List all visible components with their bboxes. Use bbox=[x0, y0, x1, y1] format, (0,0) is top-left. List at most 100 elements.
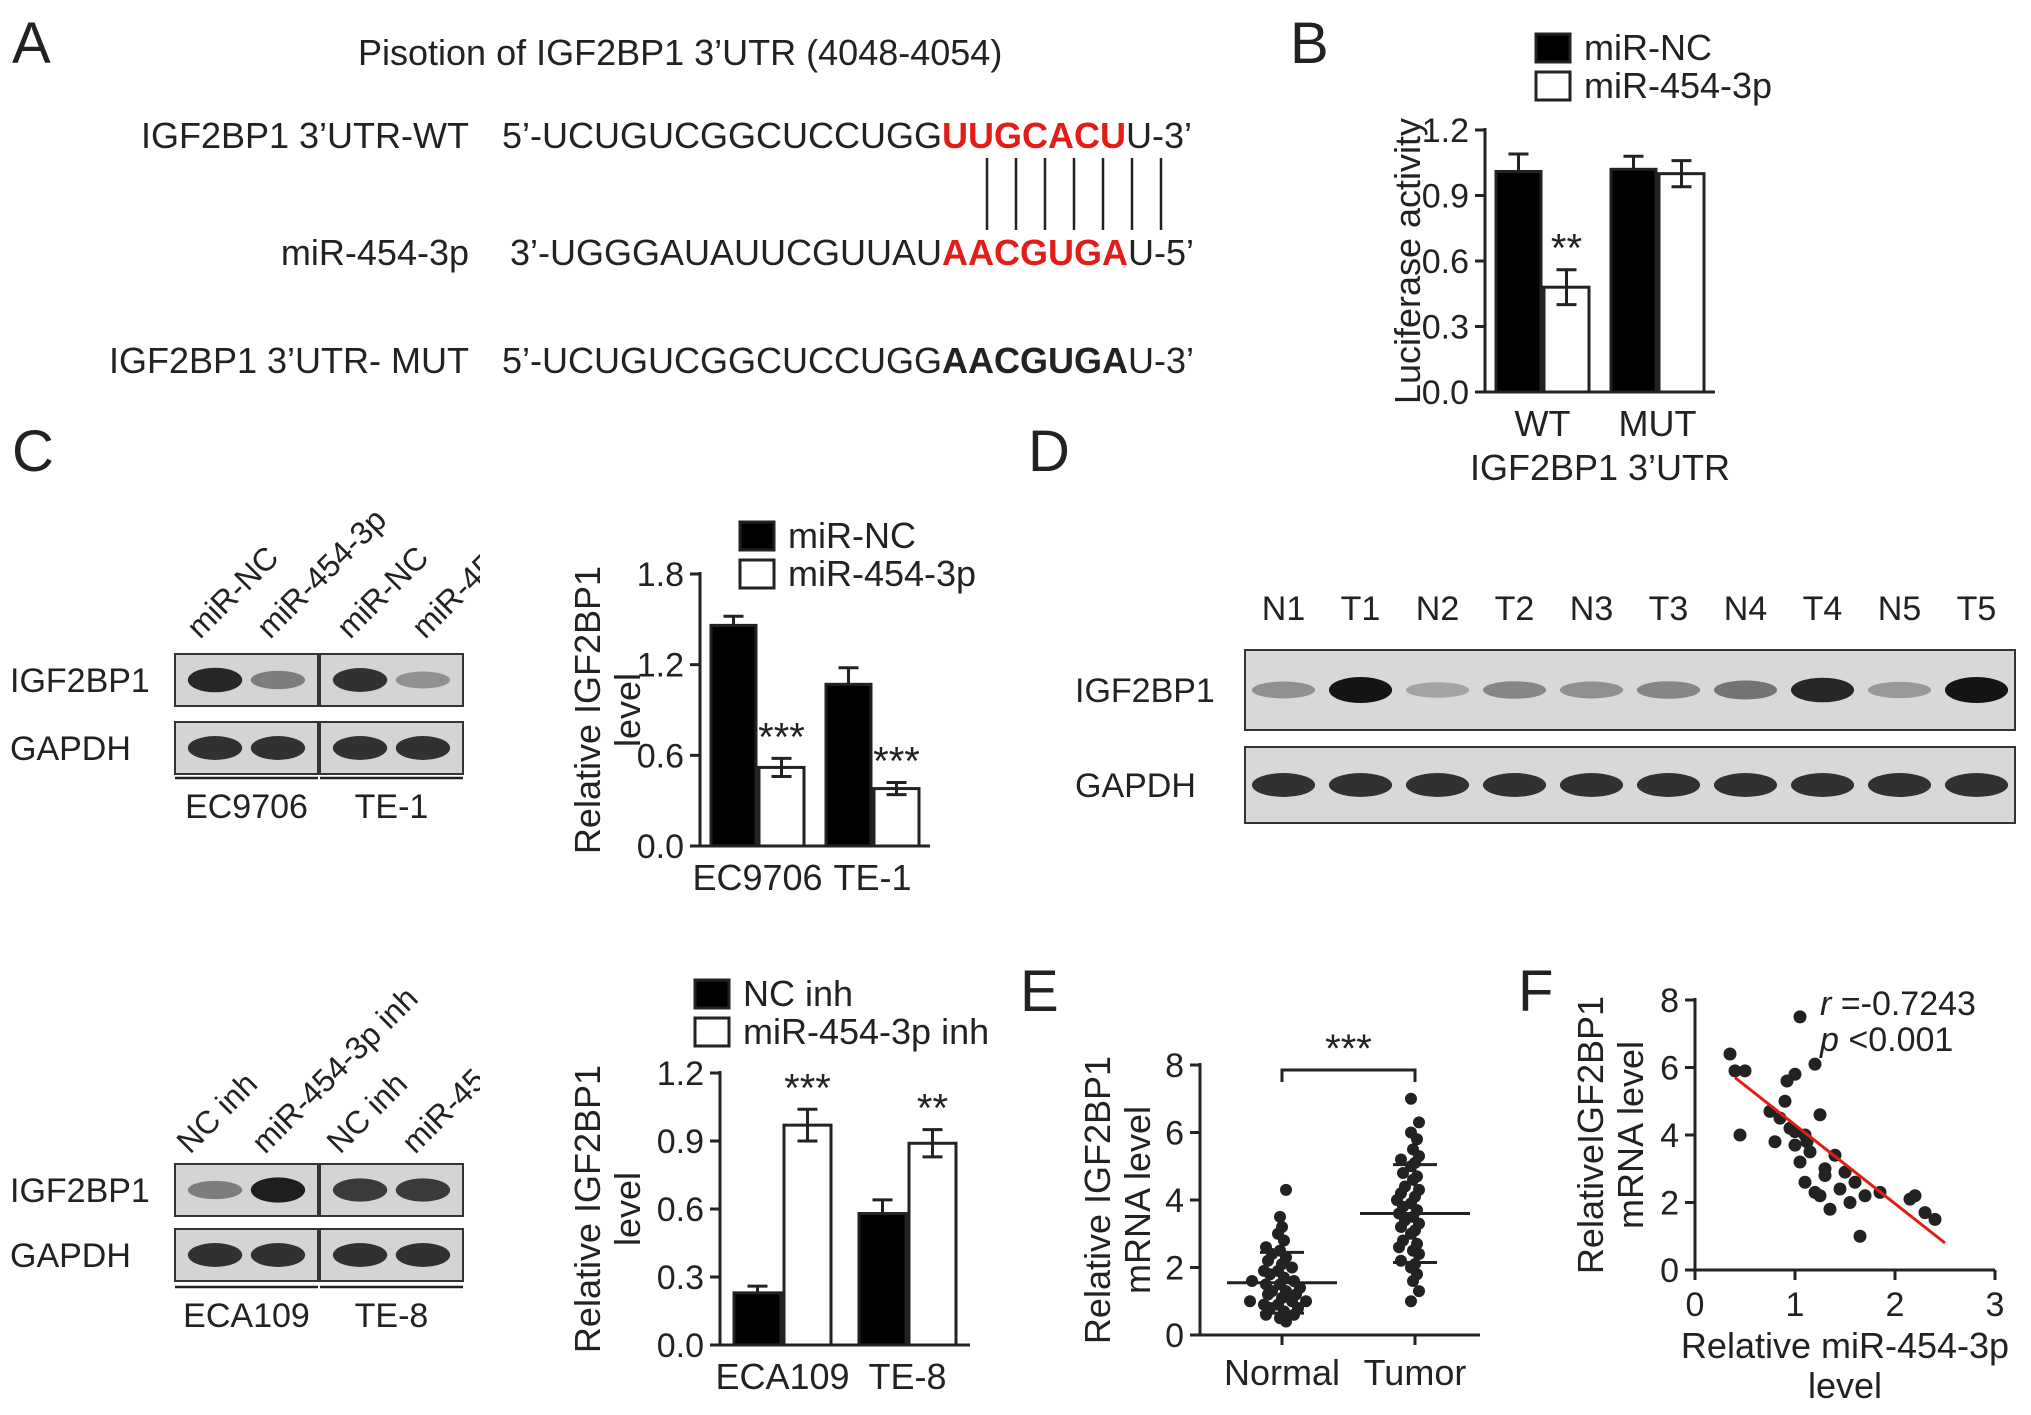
legend-swatch bbox=[1534, 32, 1572, 64]
data-point bbox=[1793, 1155, 1807, 1169]
data-point bbox=[1848, 1175, 1862, 1189]
data-point bbox=[1853, 1229, 1867, 1243]
data-point bbox=[1399, 1180, 1411, 1193]
seq-label-wt: IGF2BP1 3’UTR-WT bbox=[140, 115, 469, 156]
lane-label: T5 bbox=[1957, 590, 1997, 628]
data-point bbox=[1723, 1047, 1737, 1061]
data-point bbox=[1395, 1254, 1407, 1267]
legend-swatch bbox=[738, 558, 776, 590]
panel-label-d: D bbox=[1028, 419, 1070, 484]
data-point bbox=[1397, 1234, 1409, 1247]
seq-wt: 5’-UCUGUCGGCUCCUGGUUGCACUU-3’ bbox=[502, 115, 1192, 157]
bar-NC inh bbox=[857, 1212, 908, 1347]
y-tick-label: 0.0 bbox=[1422, 374, 1469, 412]
chart-c-top-relative-level: 0.0 0.6 1.2 1.8 *** EC9706 *** TE-1 Relative IGF… bbox=[567, 515, 976, 898]
y-tick-label: 1.2 bbox=[657, 1055, 704, 1093]
significance-stars: ** bbox=[1551, 227, 1582, 271]
cell-line-label: TE-1 bbox=[355, 788, 429, 826]
x-tick-label: 1 bbox=[1786, 1286, 1805, 1324]
blot-band bbox=[395, 736, 451, 760]
lane-label: N2 bbox=[1416, 590, 1459, 628]
legend-label: miR-454-3p bbox=[788, 553, 976, 594]
blot-band bbox=[395, 671, 451, 689]
seq-wt-site: UUGCACU bbox=[942, 115, 1126, 156]
data-point bbox=[1833, 1182, 1847, 1196]
x-axis-label: level bbox=[1808, 1365, 1882, 1406]
data-point bbox=[1768, 1135, 1782, 1149]
blot-band bbox=[250, 1243, 306, 1267]
x-axis-label: Relative miR-454-3p bbox=[1681, 1325, 2009, 1366]
data-point bbox=[1413, 1116, 1425, 1129]
data-point bbox=[1728, 1064, 1742, 1078]
lane-label: N1 bbox=[1262, 590, 1305, 628]
data-point bbox=[1405, 1126, 1417, 1139]
data-point bbox=[1286, 1261, 1298, 1274]
bar-miR-NC bbox=[824, 682, 873, 848]
blot-row-label: GAPDH bbox=[10, 1237, 131, 1275]
chart-c-bottom-relative-level: 0.0 0.3 0.6 0.9 1.2 *** ECA109 ** TE-8 Relative I… bbox=[567, 973, 989, 1397]
data-point bbox=[1918, 1206, 1932, 1220]
panel-label-e: E bbox=[1020, 959, 1059, 1024]
blot-band bbox=[1713, 680, 1778, 700]
lane-label: NC inh bbox=[169, 1065, 264, 1160]
blot-band bbox=[1713, 773, 1778, 797]
y-tick-label: 4 bbox=[1165, 1182, 1184, 1220]
data-point bbox=[1280, 1183, 1292, 1196]
bar-miR-454-3p inh bbox=[782, 1123, 833, 1347]
x-tick-label: 2 bbox=[1886, 1286, 1905, 1324]
data-point bbox=[1858, 1189, 1872, 1203]
data-point bbox=[1407, 1143, 1419, 1156]
data-point bbox=[1405, 1092, 1417, 1105]
data-point bbox=[1411, 1237, 1423, 1250]
blot-band bbox=[395, 1243, 451, 1267]
x-axis-label: IGF2BP1 3’UTR bbox=[1470, 447, 1730, 488]
y-tick-label: 1.2 bbox=[637, 647, 684, 685]
significance-stars: ** bbox=[917, 1087, 948, 1131]
data-point bbox=[1258, 1264, 1270, 1277]
data-point bbox=[1260, 1241, 1272, 1254]
y-axis-label: RelativeIGF2BP1 bbox=[1570, 996, 1611, 1274]
data-point bbox=[1246, 1275, 1258, 1287]
seq-mir-suffix: U-5’ bbox=[1128, 232, 1195, 273]
blot-row-label: IGF2BP1 bbox=[1075, 672, 1215, 710]
bar-miR-NC bbox=[709, 623, 758, 848]
x-tick-label: 0 bbox=[1686, 1286, 1705, 1324]
blot-band bbox=[1405, 682, 1470, 698]
cell-line-label: TE-8 bbox=[355, 1297, 429, 1335]
data-point bbox=[1276, 1221, 1288, 1233]
data-point bbox=[1813, 1189, 1827, 1203]
lane-label: T4 bbox=[1803, 590, 1843, 628]
y-tick-label: 0.0 bbox=[637, 828, 684, 866]
blot-band bbox=[1790, 773, 1855, 797]
y-tick-label: 0.3 bbox=[657, 1259, 704, 1297]
correlation-r-text: r =-0.7243 bbox=[1820, 985, 1976, 1023]
y-tick-label: 8 bbox=[1165, 1047, 1184, 1085]
x-category-label: Normal bbox=[1224, 1352, 1340, 1393]
significance-bracket bbox=[1280, 1068, 1417, 1082]
y-tick-label: 8 bbox=[1660, 985, 1679, 1020]
significance-stars: *** bbox=[784, 1066, 831, 1110]
lane-label: T3 bbox=[1649, 590, 1689, 628]
seq-mir-site: AACGUGA bbox=[942, 232, 1129, 273]
panel-label-c: C bbox=[12, 419, 54, 484]
seq-mut: 5’-UCUGUCGGCUCCUGGAACGUGAU-3’ bbox=[502, 340, 1194, 382]
significance-stars: *** bbox=[873, 740, 920, 784]
y-axis-label: level bbox=[607, 1172, 648, 1246]
blot-band bbox=[187, 1243, 243, 1267]
blot-band bbox=[332, 1178, 388, 1202]
blot-band bbox=[187, 1180, 243, 1200]
cell-line-label: EC9706 bbox=[185, 788, 308, 826]
lane-label: N3 bbox=[1570, 590, 1613, 628]
x-category-label: TE-1 bbox=[833, 857, 911, 898]
seq-mir: 3’-UGGGAUAUUCGUUAUAACGUGAU-5’ bbox=[510, 232, 1194, 274]
seq-wt-suffix: U-3’ bbox=[1126, 115, 1193, 156]
legend-label: miR-NC bbox=[1584, 27, 1712, 68]
y-axis-label: Relative IGF2BP1 bbox=[1080, 1056, 1118, 1344]
y-tick-label: 2 bbox=[1165, 1250, 1184, 1288]
data-point bbox=[1793, 1010, 1807, 1024]
western-blot-d: N1 T1 N2 T2 N3 T3 N4 T4 N5 T5 IGF2BP1 GAPDH bbox=[1075, 590, 2016, 824]
blot-band bbox=[332, 1243, 388, 1267]
y-tick-label: 0.9 bbox=[657, 1123, 704, 1161]
